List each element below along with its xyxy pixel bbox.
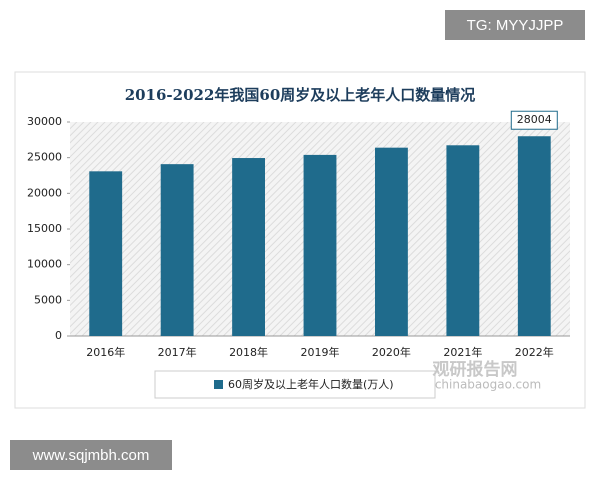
watermark-box	[10, 440, 172, 470]
chart-title: 2016-2022年我国60周岁及以上老年人口数量情况	[125, 86, 476, 104]
bar	[446, 145, 480, 336]
x-tick-label: 2018年	[229, 345, 268, 359]
bar	[160, 164, 194, 336]
bar	[89, 171, 123, 336]
x-tick-label: 2017年	[158, 345, 197, 359]
logo-watermark: 观研报告网	[432, 359, 518, 380]
legend-box	[154, 370, 436, 399]
y-tick-label: 20000	[27, 186, 62, 199]
watermark-box	[445, 10, 585, 40]
x-tick-label: 2016年	[86, 345, 125, 359]
y-tick-label: 10000	[27, 258, 62, 271]
legend-swatch	[214, 380, 223, 389]
bar	[303, 154, 337, 336]
y-tick-label: 15000	[27, 222, 62, 235]
y-tick-label: 25000	[27, 151, 62, 164]
data-label-box	[510, 110, 558, 130]
x-tick-label: 2022年	[515, 345, 554, 359]
bar	[232, 158, 265, 336]
watermark: TG: MYYJJPP	[467, 17, 564, 34]
y-tick-label: 0	[55, 329, 62, 342]
x-tick-label: 2020年	[372, 345, 411, 359]
y-tick-label: 5000	[34, 293, 62, 306]
x-tick-label: 2021年	[443, 345, 482, 359]
x-tick-label: 2019年	[301, 345, 340, 359]
legend-label: 60周岁及以上老年人口数量(万人)	[228, 377, 394, 391]
bar	[375, 147, 408, 336]
bar	[517, 136, 551, 336]
data-label: 28004	[517, 113, 552, 126]
y-tick-label: 30000	[27, 115, 62, 128]
watermark: www.sqjmbh.com	[32, 447, 150, 464]
logo-url: chinabaogao.com	[435, 378, 541, 392]
